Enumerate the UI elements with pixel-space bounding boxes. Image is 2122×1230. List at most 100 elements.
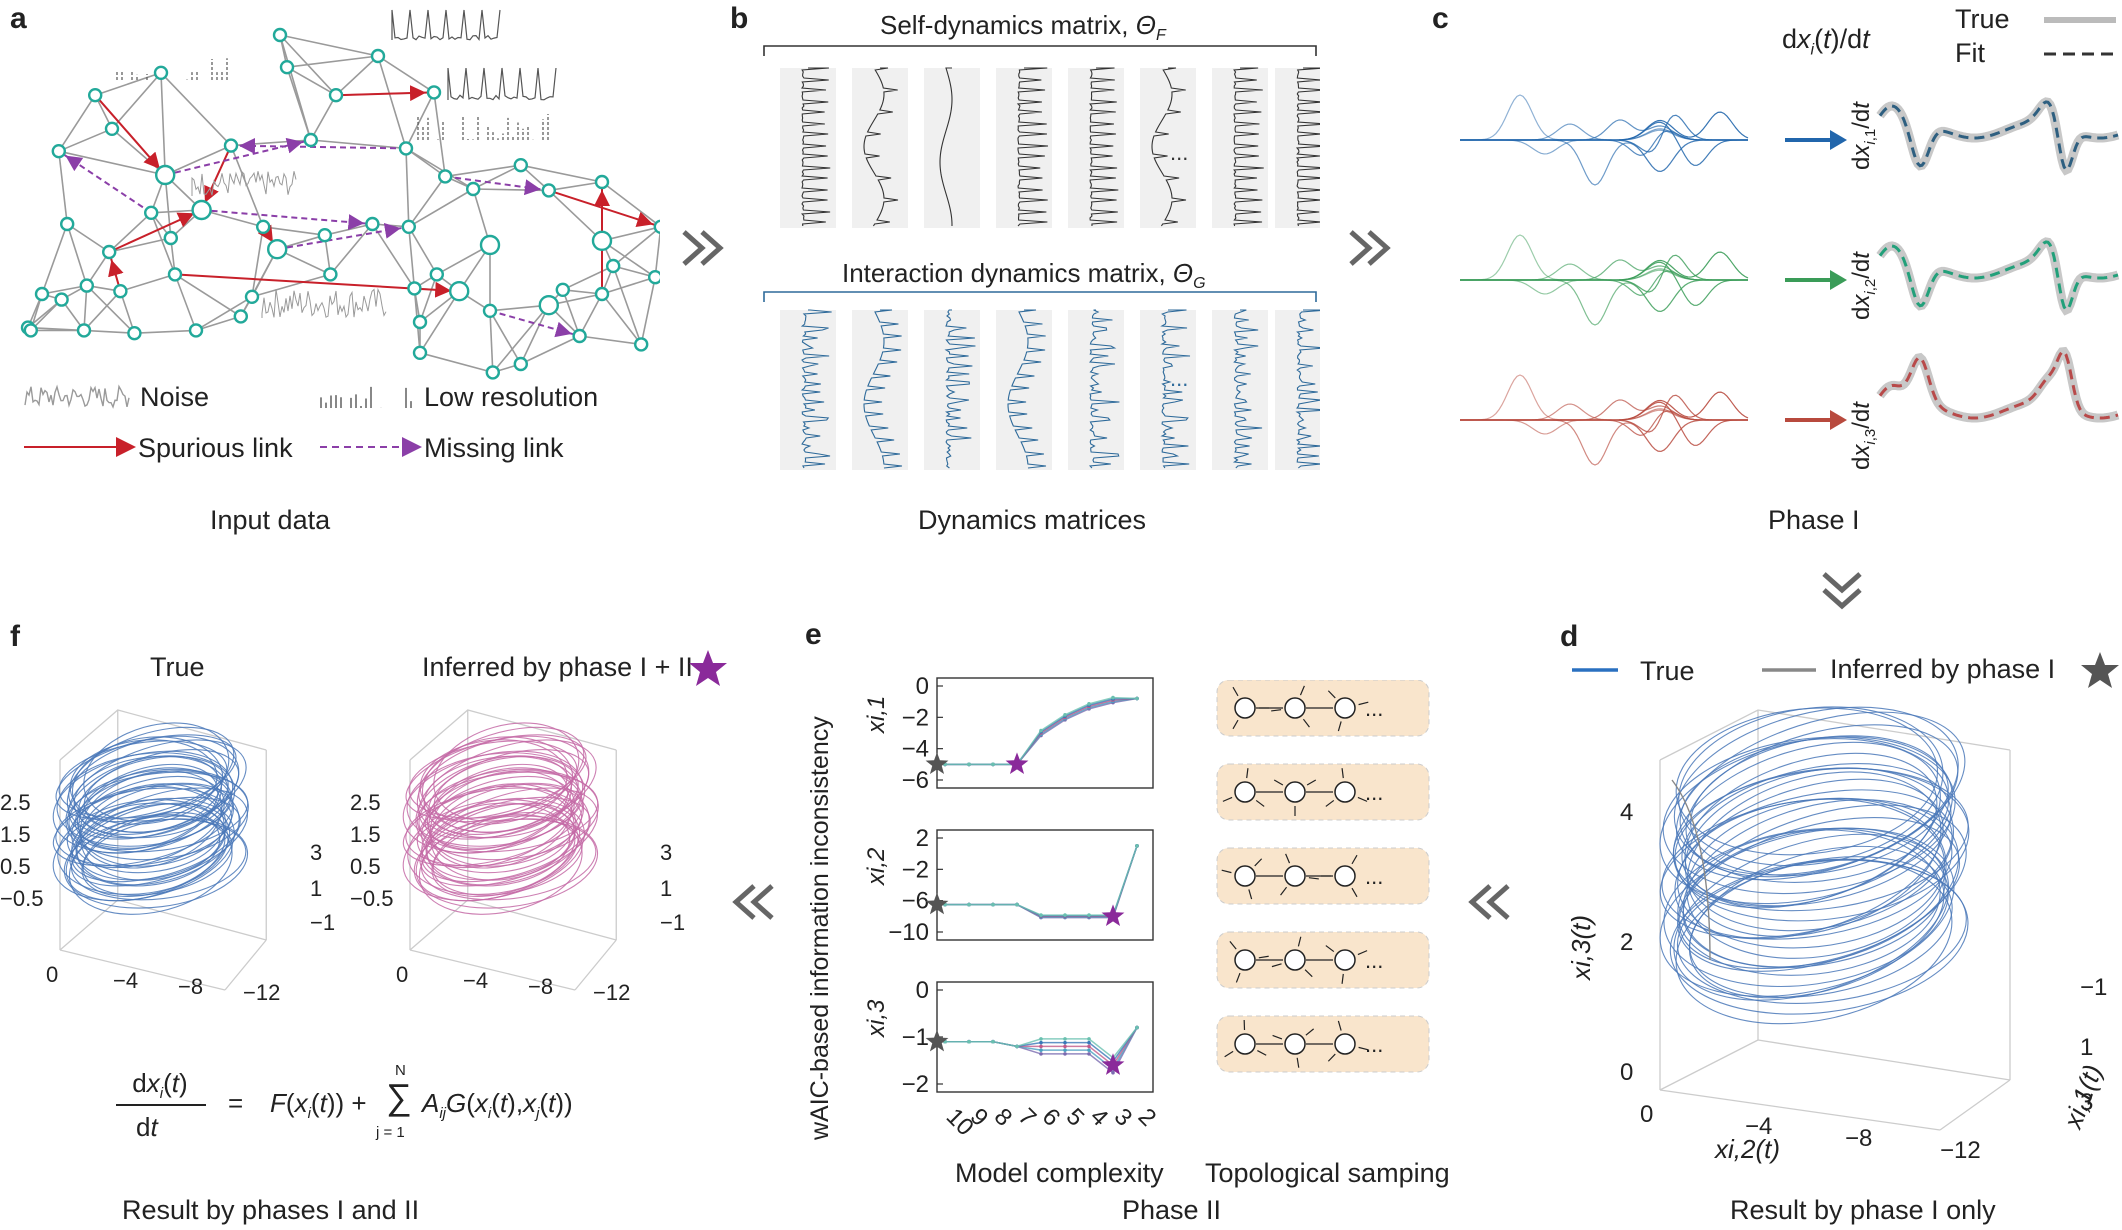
matrix-column-trace [800, 309, 832, 469]
network-edge [489, 310, 494, 373]
topology-arrow [1271, 709, 1282, 712]
input-trace [1459, 234, 1748, 313]
y-tick: −4 [902, 736, 929, 763]
network-node [256, 219, 271, 235]
theta-g-symbol: Θ [1172, 258, 1194, 288]
legend-true-line [2044, 17, 2116, 23]
topology-node [1284, 781, 1306, 803]
panel-label-f: f [10, 620, 20, 653]
complexity-point [967, 1039, 971, 1044]
network-node [317, 227, 332, 243]
x-tick: 4 [1085, 1103, 1114, 1132]
caption-phase-one: Phase I [1768, 505, 1860, 535]
topology-node [1234, 697, 1256, 719]
network-node [606, 258, 621, 274]
network-node [154, 164, 176, 186]
panel-label-c: c [1432, 2, 1449, 35]
attractor-plot-inferred: 2.5 1.5 0.5 −0.5 0 −4 −8 −12 3 1 −1 [350, 709, 685, 1000]
spurious-link [548, 189, 660, 228]
network-node [167, 267, 183, 282]
topology-ellipsis: ... [1365, 864, 1383, 889]
noise-trace [191, 170, 297, 196]
trajectory-loop [71, 736, 224, 833]
network-node [191, 199, 212, 221]
noise-legend-glyph [24, 384, 130, 409]
topology-arrow [1304, 969, 1313, 978]
y-tick: −1 [310, 910, 335, 935]
arrow-head [1830, 270, 1847, 290]
network-edge [174, 273, 242, 318]
topology-arrow [1337, 1020, 1342, 1031]
complexity-point [1135, 696, 1139, 701]
network-edge [489, 310, 522, 365]
network-edge [445, 164, 521, 178]
y-tick: 3 [660, 840, 672, 865]
network-edge [419, 290, 460, 354]
network-node [401, 219, 416, 235]
input-trace [1460, 270, 1748, 296]
network-edge [601, 293, 642, 345]
lowres-trace [417, 113, 549, 140]
self-matrix-ellipsis: ... [1170, 140, 1188, 165]
network-node [244, 289, 260, 304]
missing-link [58, 150, 152, 214]
y-tick: −1 [660, 910, 685, 935]
legend-true-label-d: True [1640, 656, 1695, 686]
trajectory-loop [1687, 771, 1942, 937]
network-edge [164, 174, 172, 239]
noise-legend-label: Noise [140, 382, 210, 412]
network-node [429, 267, 444, 282]
network-edge [111, 128, 166, 176]
equation: dxi(t) dt = F(xi(t)) + N ∑ j = 1 AijG(xi… [110, 1060, 573, 1170]
network-edge [578, 293, 603, 337]
x-tick: −4 [463, 968, 488, 993]
network-node [153, 65, 169, 81]
complexity-point [1063, 1044, 1067, 1049]
purple-star-icon [689, 650, 727, 686]
z-tick: 2.5 [0, 790, 31, 815]
x-tick: −12 [243, 980, 280, 1000]
input-trace [1460, 391, 1749, 421]
true-title: True [150, 652, 205, 682]
topology-arrow [1351, 887, 1358, 898]
y-tick: 3 [310, 840, 322, 865]
network-edge [119, 290, 136, 334]
complexity-point [1039, 1037, 1043, 1041]
topology-node [1334, 949, 1356, 971]
x-tick: 5 [1061, 1103, 1090, 1132]
network-edge [109, 237, 171, 253]
complexity-point [991, 1039, 995, 1044]
complexity-point [1039, 1044, 1043, 1049]
complexity-point [1063, 1037, 1067, 1041]
input-trace [1459, 374, 1748, 453]
y-tick: −10 [888, 919, 929, 946]
network-node [513, 356, 528, 372]
network-edge [405, 92, 435, 149]
complexity-line [945, 845, 1138, 918]
trajectory-loop [68, 739, 247, 840]
topology-arrow [1337, 721, 1342, 732]
theta-f-subscript: F [1155, 27, 1166, 45]
network-edge [111, 72, 162, 130]
complexity-point [1087, 913, 1091, 917]
topology-arrow [1248, 889, 1253, 900]
x-tick: 0 [46, 962, 58, 987]
legend-fit-label: Fit [1955, 38, 1985, 68]
trajectory-loop [83, 722, 230, 822]
network-node [513, 157, 528, 173]
trajectory-loop [1661, 797, 1953, 940]
matrix-column-trace [944, 309, 976, 469]
complexity-point [1015, 1044, 1019, 1049]
matrix-column-trace [1160, 309, 1191, 469]
subplot-frame [936, 829, 1154, 941]
topology-arrow [1235, 972, 1241, 983]
network-edge [520, 164, 603, 183]
purple-star-icon [1101, 1053, 1125, 1075]
topology-arrow [1229, 940, 1237, 950]
panel-label-d: d [1560, 620, 1579, 653]
trajectory-loop [1690, 735, 1949, 876]
z-tick: 1.5 [350, 822, 381, 847]
x-tick: 2 [1133, 1103, 1162, 1132]
complexity-line [945, 845, 1138, 918]
topology-arrow [1221, 869, 1232, 874]
